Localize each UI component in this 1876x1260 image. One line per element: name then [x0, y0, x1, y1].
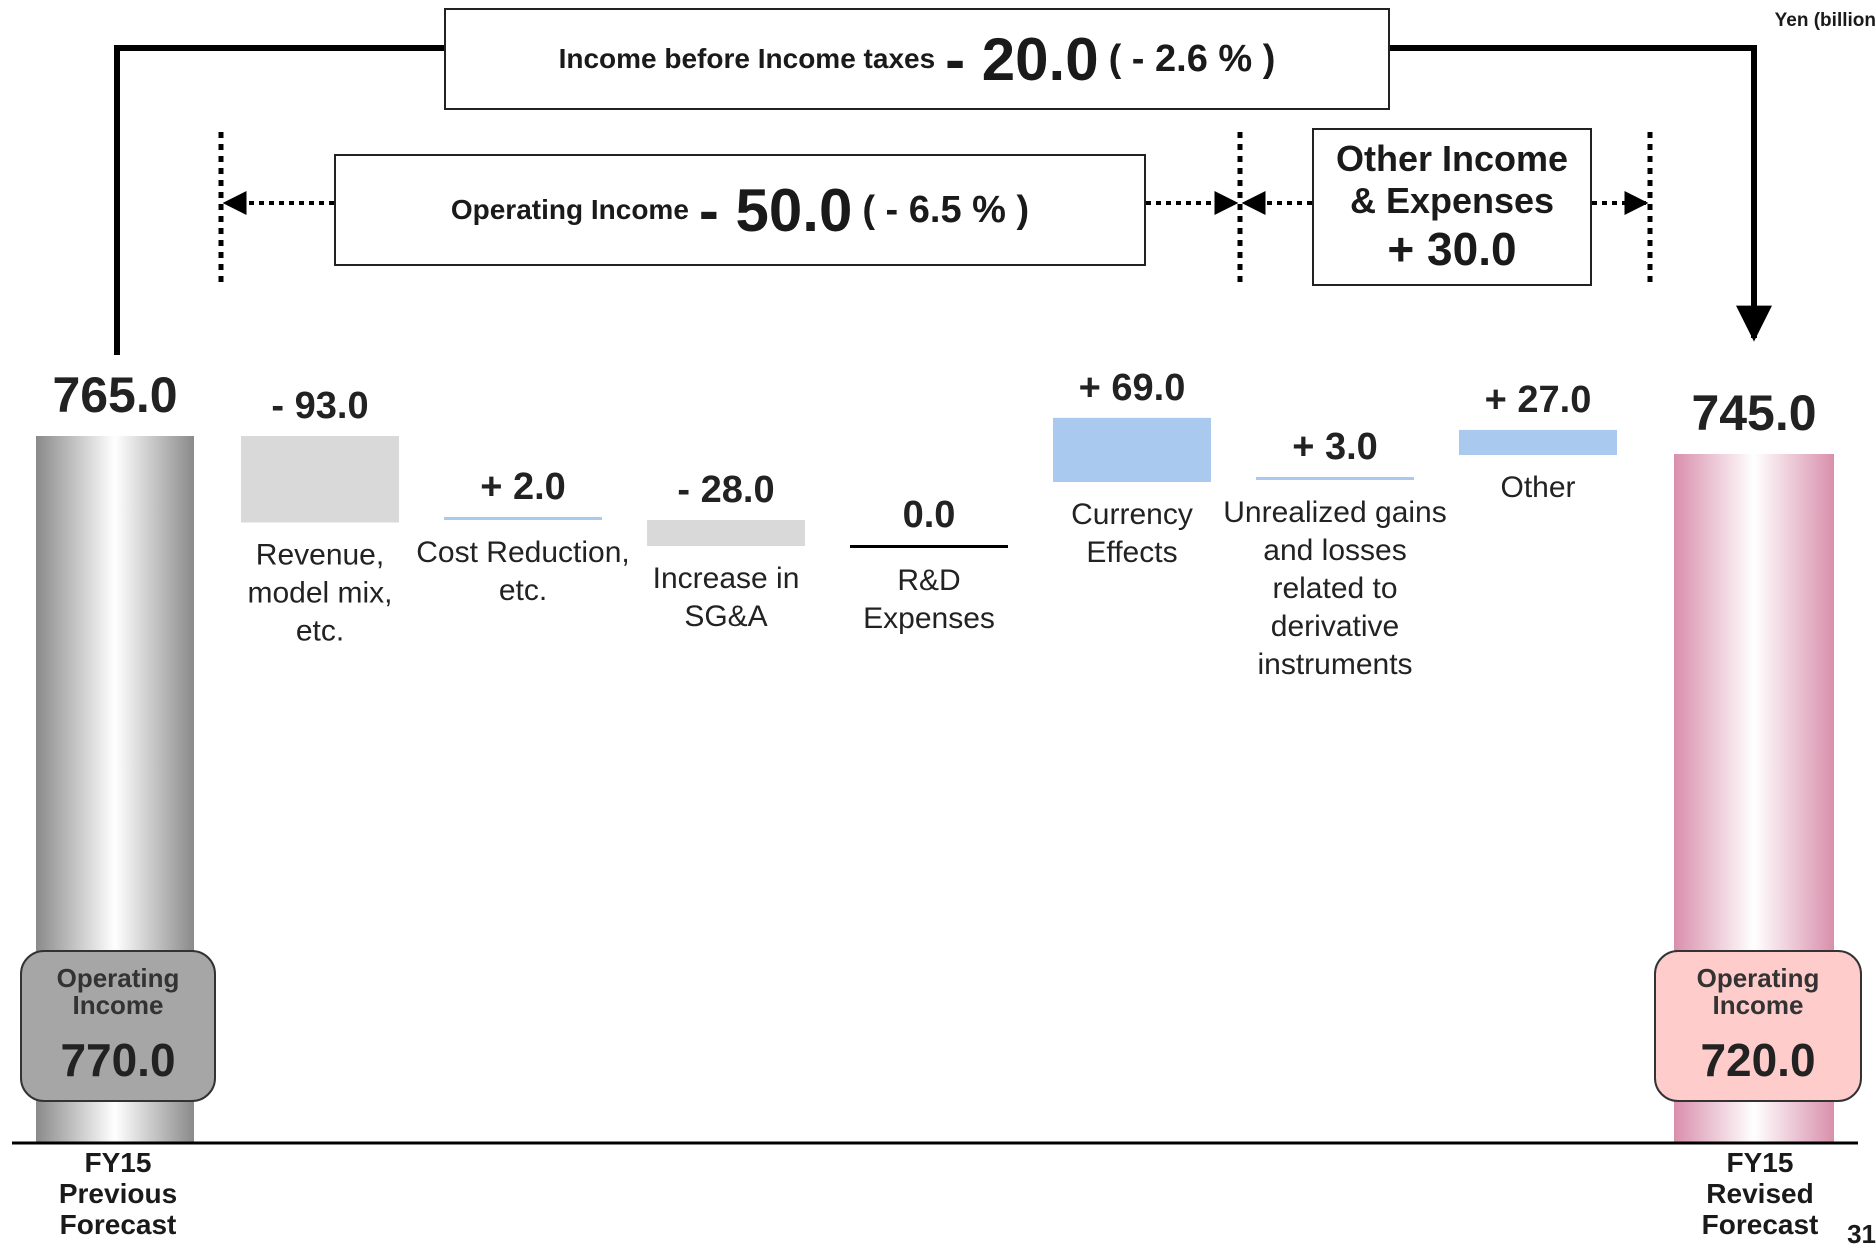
step-bar-3 [647, 520, 805, 547]
step-value-label-7: + 27.0 [1485, 379, 1592, 421]
end-inner-value: 720.0 [1700, 1034, 1816, 1087]
op-pct: ( - 6.5 % ) [862, 188, 1030, 231]
step-category-label-1: Revenue, [256, 538, 384, 571]
step-category-label-6: derivative [1271, 610, 1399, 643]
step-category-label-6: Unrealized gains [1223, 496, 1446, 529]
op-label: Operating Income [450, 194, 689, 225]
page-number: 31 [1847, 1219, 1876, 1249]
op-value: - 50.0 [698, 176, 853, 244]
start-category-label: FY15 Previous Forecast [58, 1147, 178, 1240]
step-value-label-3: - 28.0 [677, 469, 774, 511]
step-category-label-1: etc. [296, 614, 344, 647]
start-inner-label: Operating Income [56, 962, 180, 1020]
step-bar-2 [444, 517, 602, 520]
step-category-label-5: Currency [1071, 498, 1193, 531]
step-category-label-5: Effects [1086, 536, 1177, 569]
unit-label: Yen (billion [1774, 10, 1876, 31]
start-value-label: 765.0 [52, 367, 177, 423]
ibt-pct: ( - 2.6 % ) [1108, 37, 1276, 80]
step-bar-7 [1459, 429, 1617, 455]
other-label-line2: & Expenses [1349, 179, 1555, 221]
step-category-label-4: Expenses [863, 602, 995, 635]
ibt-value: - 20.0 [945, 25, 1099, 93]
end-value-label: 745.0 [1691, 385, 1816, 441]
step-value-label-6: + 3.0 [1292, 426, 1378, 468]
ibt-summary-box: Income before Income taxes - 20.0 ( - 2.… [444, 8, 1390, 110]
ibt-connector-right [1390, 45, 1772, 342]
step-category-label-6: and losses [1263, 534, 1406, 567]
end-inner-label: Operating Income [1696, 962, 1820, 1020]
ibt-connector-left [114, 45, 444, 355]
end-inner-box: Operating Income 720.0 [1654, 950, 1862, 1102]
step-bar-5 [1053, 417, 1211, 482]
step-category-label-1: model mix, [247, 576, 392, 609]
step-category-label-4: R&D [897, 564, 960, 597]
end-category-label: FY15 Revised Forecast [1701, 1147, 1819, 1240]
ibt-label: Income before Income taxes [558, 43, 936, 74]
step-category-label-2: etc. [499, 574, 547, 607]
step-bar-6 [1256, 477, 1414, 480]
step-value-label-2: + 2.0 [480, 466, 566, 508]
start-inner-value: 770.0 [60, 1034, 176, 1087]
step-category-label-2: Cost Reduction, [416, 536, 629, 569]
other-label-line1: Other Income [1335, 138, 1569, 180]
other-summary-box: Other Income & Expenses + 30.0 [1312, 128, 1592, 286]
step-value-label-1: - 93.0 [271, 385, 368, 427]
start-inner-box: Operating Income 770.0 [20, 950, 216, 1102]
step-bar-4 [850, 545, 1008, 548]
step-value-label-4: 0.0 [903, 494, 956, 536]
step-category-label-6: instruments [1257, 648, 1412, 681]
step-bar-1 [241, 436, 399, 523]
step-category-label-3: Increase in [653, 562, 800, 595]
other-value: + 30.0 [1387, 222, 1517, 275]
step-category-label-7: Other [1500, 471, 1575, 504]
step-category-label-3: SG&A [684, 600, 767, 633]
op-summary-box: Operating Income - 50.0 ( - 6.5 % ) [334, 154, 1146, 266]
step-value-label-5: + 69.0 [1079, 367, 1186, 409]
step-category-label-6: related to [1272, 572, 1397, 605]
